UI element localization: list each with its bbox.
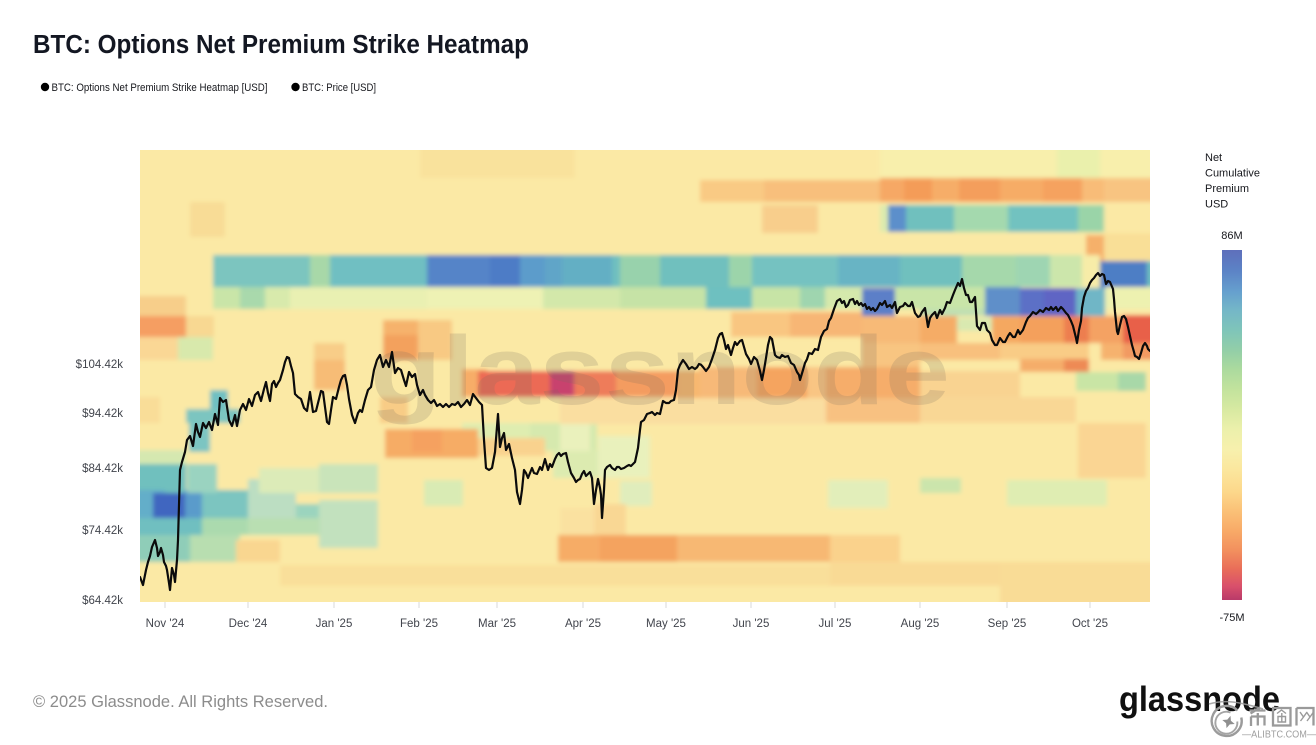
svg-text:BTC: Price [USD]: BTC: Price [USD] [302, 82, 376, 94]
svg-text:Premium: Premium [1205, 183, 1249, 195]
svg-text:$84.42k: $84.42k [82, 463, 123, 475]
svg-text:$64.42k: $64.42k [82, 595, 123, 607]
svg-text:86M: 86M [1221, 230, 1242, 242]
svg-text:$74.42k: $74.42k [82, 525, 123, 537]
svg-text:$94.42k: $94.42k [82, 408, 123, 420]
svg-text:Cumulative: Cumulative [1205, 168, 1260, 180]
svg-text:Feb '25: Feb '25 [400, 618, 438, 630]
svg-text:Nov '24: Nov '24 [146, 618, 185, 630]
svg-text:Net: Net [1205, 152, 1222, 164]
svg-text:Jan '25: Jan '25 [316, 618, 353, 630]
svg-text:glassnode: glassnode [370, 316, 950, 425]
svg-text:Oct '25: Oct '25 [1072, 618, 1108, 630]
svg-text:Dec '24: Dec '24 [229, 618, 268, 630]
svg-text:$104.42k: $104.42k [76, 359, 124, 371]
svg-text:© 2025 Glassnode. All Rights R: © 2025 Glassnode. All Rights Reserved. [33, 692, 328, 711]
svg-text:-75M: -75M [1219, 612, 1244, 624]
svg-text:Jul '25: Jul '25 [819, 618, 852, 630]
svg-text:Aug '25: Aug '25 [901, 618, 940, 630]
svg-text:May '25: May '25 [646, 618, 686, 630]
svg-text:Sep '25: Sep '25 [988, 618, 1027, 630]
svg-text:Mar '25: Mar '25 [478, 618, 516, 630]
svg-text:Jun '25: Jun '25 [733, 618, 770, 630]
svg-text:Apr '25: Apr '25 [565, 618, 601, 630]
svg-text:USD: USD [1205, 199, 1228, 211]
svg-text:glassnode: glassnode [1119, 680, 1280, 719]
svg-text:BTC: Options Net Premium Strik: BTC: Options Net Premium Strike Heatmap … [52, 82, 268, 94]
svg-text:BTC: Options Net Premium Strik: BTC: Options Net Premium Strike Heatmap [33, 31, 529, 59]
svg-text:—ALIBTC.COM—: —ALIBTC.COM— [1242, 730, 1316, 741]
